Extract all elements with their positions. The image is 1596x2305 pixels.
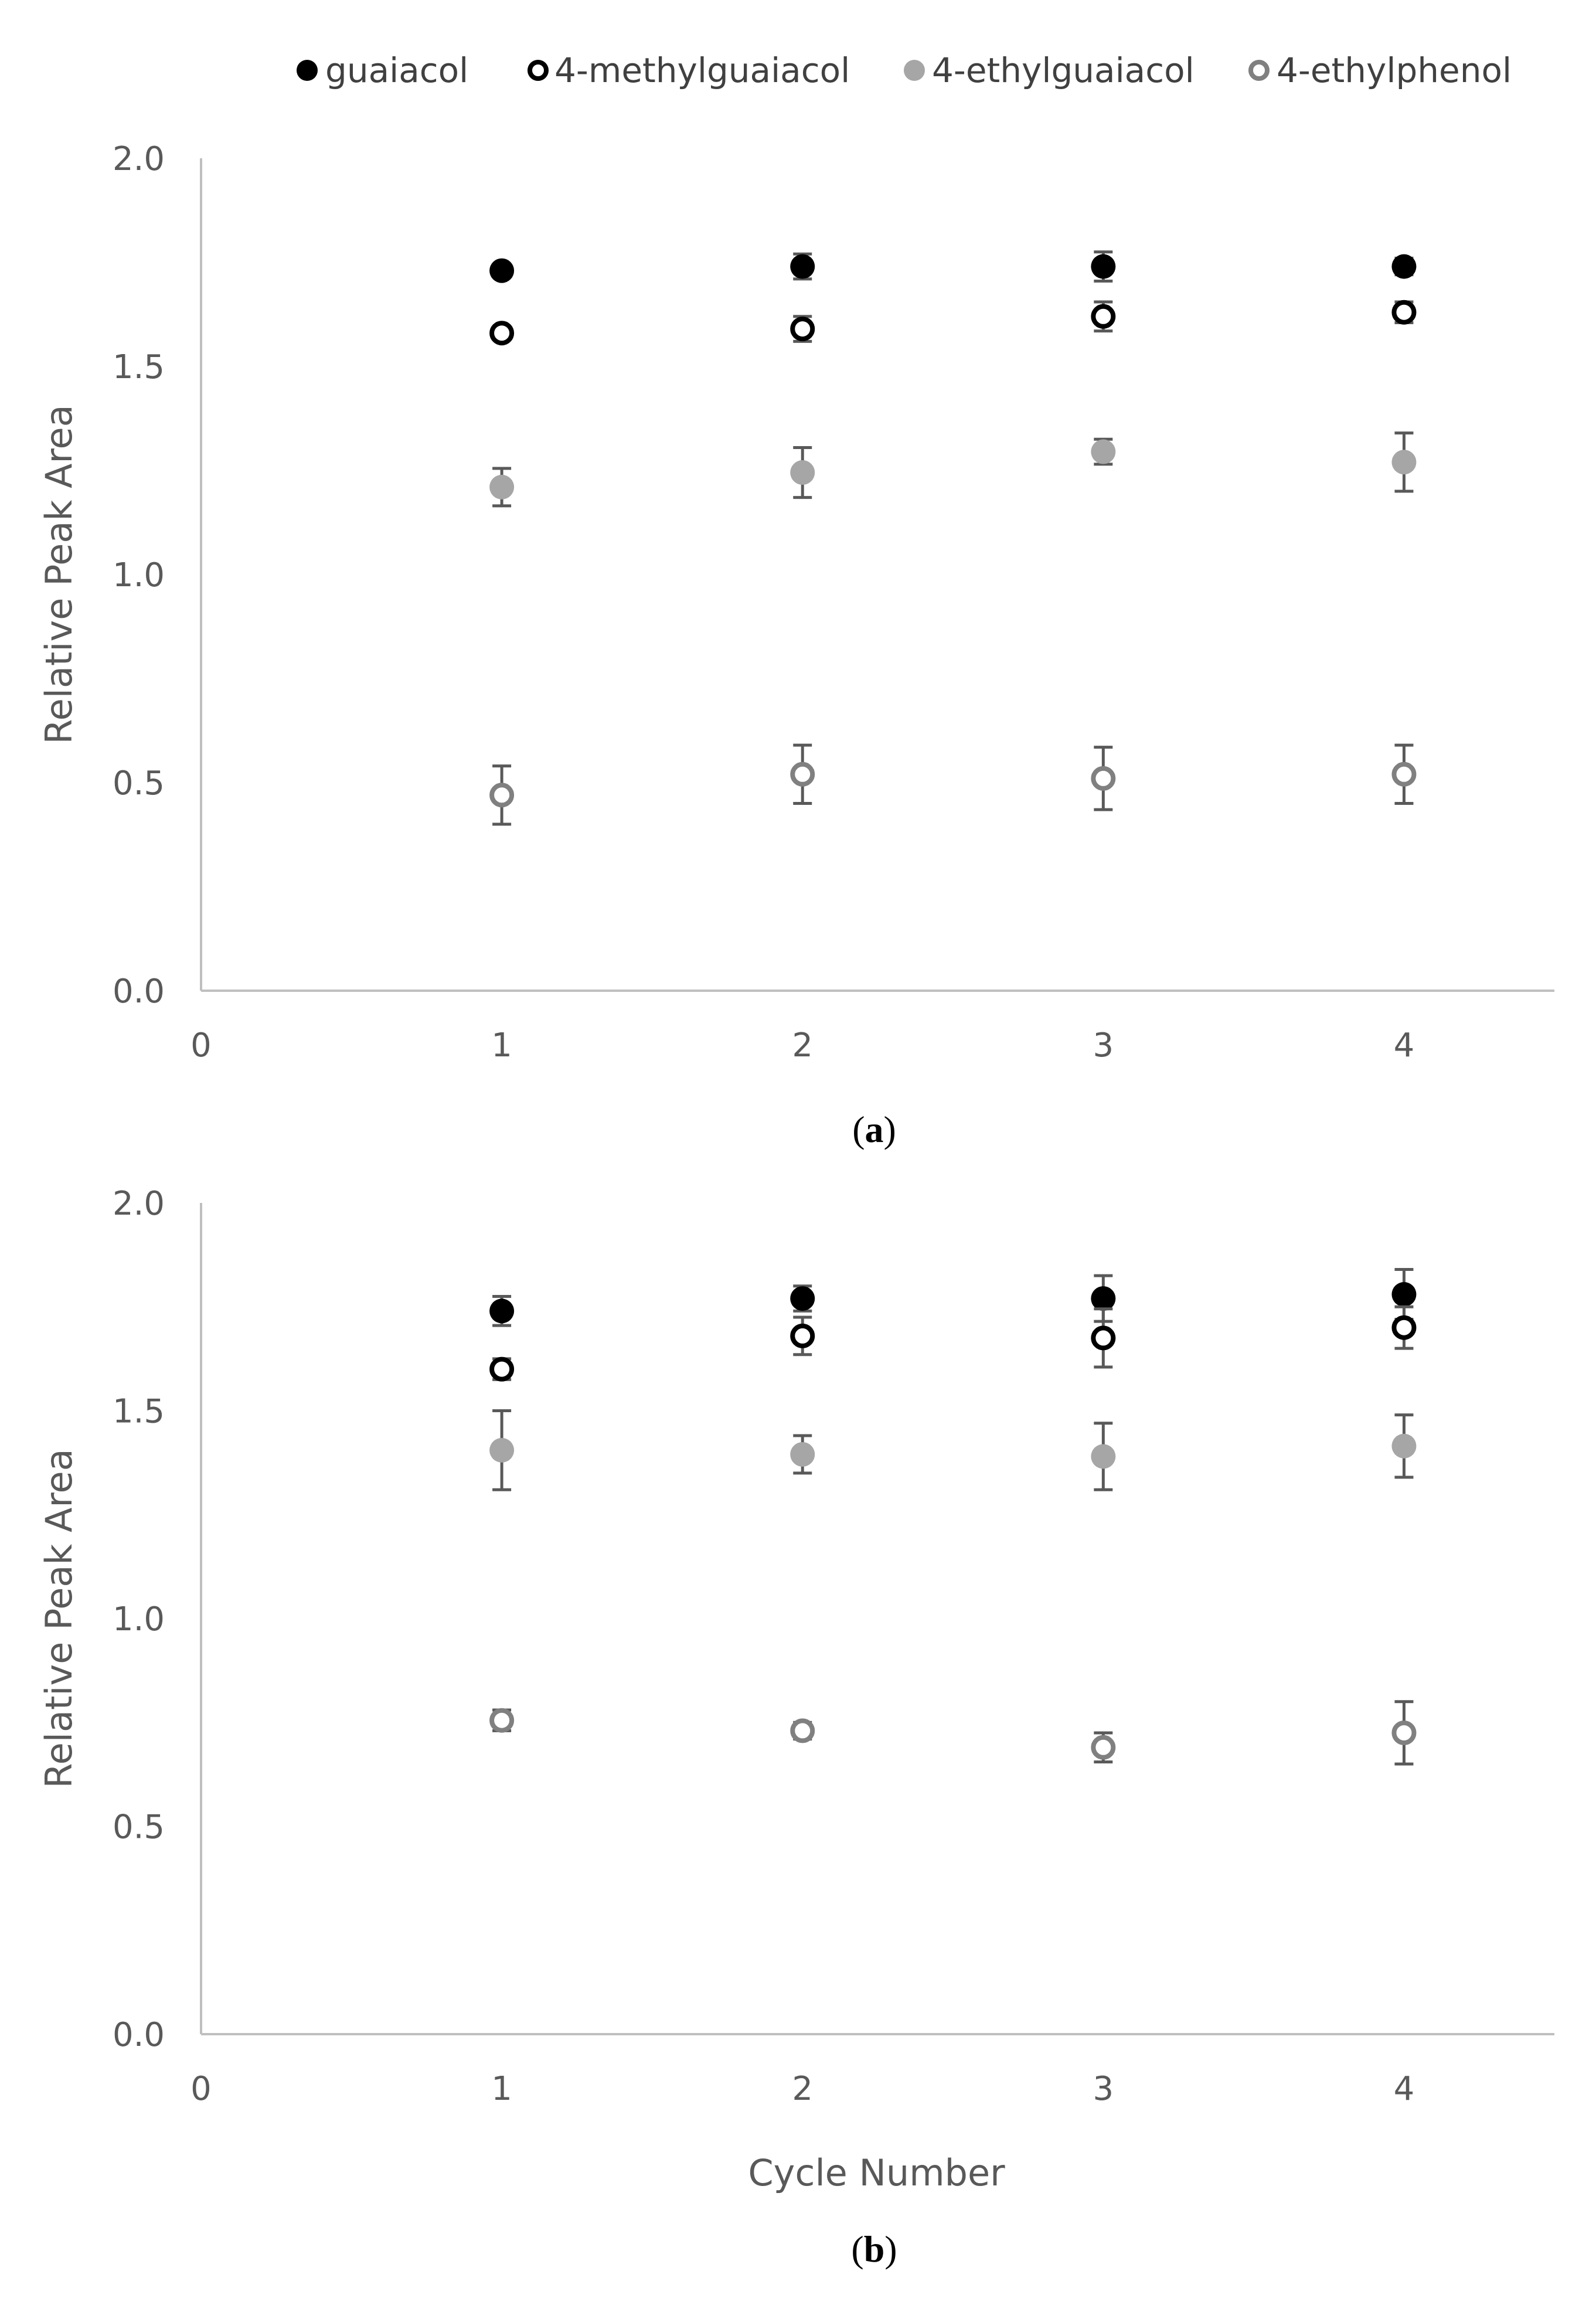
panel-a-data-point	[1391, 254, 1417, 279]
legend-label-4-ethylphenol: 4-ethylphenol	[1277, 50, 1512, 90]
panel-a-data-point	[790, 460, 815, 485]
panel-a-x-tick-label: 3	[1093, 1026, 1114, 1065]
panel-b-data-point	[1091, 1325, 1116, 1351]
panel-a-x-tick-label: 1	[491, 1026, 512, 1065]
panel-b-x-axis-title: Cycle Number	[748, 2151, 1005, 2194]
panel-b-x-tick-label: 4	[1394, 2070, 1415, 2108]
panel-a-series-4-ethylphenol	[489, 743, 1417, 826]
panel-a-data-point	[489, 258, 515, 283]
legend-marker-4-ethylguaiacol	[904, 60, 925, 81]
panel-a-data-point	[1091, 766, 1116, 791]
panel-b-y-tick-label: 0.0	[113, 2016, 165, 2054]
panel-a-data-point	[489, 783, 515, 808]
panel-a-y-tick-label: 0.0	[113, 973, 165, 1011]
panel-b-series-4-ethylguaiacol	[489, 1409, 1417, 1491]
panel-a-series-4-ethylguaiacol	[489, 431, 1417, 508]
panel-b-data-point	[489, 1298, 515, 1324]
panel-b-x-tick-label: 2	[792, 2070, 813, 2108]
panel-a-y-axis-title: Relative Peak Area	[38, 404, 80, 744]
panel-a-x-tick-label: 2	[792, 1026, 813, 1065]
panel-b-data-point	[1091, 1735, 1116, 1760]
legend-marker-4-ethylphenol	[1248, 60, 1270, 81]
panel-a-data-point	[489, 321, 515, 346]
panel-a-data-point	[1391, 450, 1417, 475]
panel-a-data-point	[1091, 254, 1116, 279]
panel-a-data-point	[1391, 300, 1417, 325]
legend-label-4-methylguaiacol: 4-methylguaiacol	[554, 50, 850, 90]
panel-b-x-tick-label: 1	[491, 2070, 512, 2108]
panel-a-series-guaiacol	[489, 250, 1417, 283]
panel-b-data-point	[790, 1286, 815, 1311]
panel-a-series-4-methylguaiacol	[489, 300, 1417, 346]
panel-b-y-tick-label: 1.0	[113, 1600, 165, 1638]
panel-b-series-4-ethylphenol	[489, 1700, 1417, 1766]
panel-a-data-point	[1091, 304, 1116, 329]
panel-b-y-tick-label: 0.5	[113, 1808, 165, 1847]
panel-b-y-tick-label: 1.5	[113, 1393, 165, 1431]
panel-a: 0.0 0.5 1.0 1.5 2.0 0 1 2 3 4 Relative Peak Area (a…	[38, 140, 1554, 1150]
panel-b-series-4-methylguaiacol	[489, 1305, 1417, 1382]
panel-b-x-tick-label: 3	[1093, 2070, 1114, 2108]
panel-a-data-point	[489, 474, 515, 499]
panel-b-data-point	[1091, 1444, 1116, 1469]
legend-marker-4-methylguaiacol	[528, 60, 549, 81]
panel-a-x-tick-label: 0	[190, 1026, 212, 1065]
panel-b-y-tick-label: 2.0	[113, 1185, 165, 1223]
panel-b-series-guaiacol	[489, 1267, 1417, 1327]
panel-a-y-tick-label: 1.0	[113, 556, 165, 594]
panel-b-data-point	[790, 1718, 815, 1743]
legend: guaiacol 4-methylguaiacol 4-ethylguaiacol 4…	[297, 50, 1512, 90]
panel-b-data-point	[1391, 1433, 1417, 1459]
panel-a-data-point	[790, 254, 815, 279]
panel-b-x-tick-label: 0	[190, 2070, 212, 2108]
panel-a-data-point	[1391, 761, 1417, 787]
panel-b-data-point	[489, 1437, 515, 1463]
panel-a-x-tick-label: 4	[1394, 1026, 1415, 1065]
legend-label-guaiacol: guaiacol	[325, 50, 468, 90]
panel-a-y-tick-label: 0.5	[113, 764, 165, 803]
panel-b-data-point	[489, 1708, 515, 1733]
panel-a-data-point	[1091, 439, 1116, 464]
panel-b-data-point	[489, 1357, 515, 1382]
panel-b-data-point	[1391, 1315, 1417, 1340]
panel-b-data-point	[1091, 1286, 1116, 1311]
panel-a-y-tick-label: 1.5	[113, 348, 165, 386]
panel-b-data-point	[1391, 1720, 1417, 1745]
panel-b-data-point	[790, 1323, 815, 1348]
panel-a-data-point	[790, 317, 815, 342]
panel-b: 0.0 0.5 1.0 1.5 2.0 0 1 2 3 4 Relative Peak Area Cy…	[38, 1185, 1554, 2270]
panel-a-y-tick-label: 2.0	[113, 140, 165, 178]
legend-label-4-ethylguaiacol: 4-ethylguaiacol	[932, 50, 1195, 90]
panel-b-label: (b)	[851, 2228, 897, 2270]
legend-marker-guaiacol	[297, 60, 318, 81]
panel-b-data-point	[790, 1442, 815, 1467]
panel-a-label: (a)	[852, 1109, 896, 1150]
panel-b-y-axis-title: Relative Peak Area	[38, 1449, 80, 1788]
panel-a-data-point	[790, 761, 815, 787]
panel-b-data-point	[1391, 1281, 1417, 1307]
